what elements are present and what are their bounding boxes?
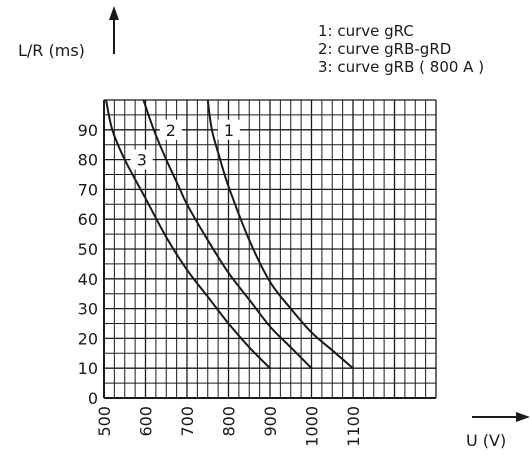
curve-label-1: 1	[224, 121, 234, 140]
curve-label-backing	[130, 149, 153, 170]
curves: 1 23	[105, 99, 354, 369]
grid	[103, 99, 437, 399]
curve-1	[206, 99, 354, 369]
curve-label-backing	[159, 119, 182, 140]
curve-label-2: 2	[166, 121, 176, 140]
y-tick-label: 70	[78, 180, 98, 199]
y-tick-label: 60	[78, 210, 98, 229]
legend-item-1: 1: curve gRC	[318, 22, 414, 40]
curve-2	[142, 99, 313, 369]
y-tick-label: 40	[78, 270, 98, 289]
x-tick-label: 500	[95, 406, 114, 437]
x-tick-label: 700	[178, 406, 197, 437]
curve-label-backing	[217, 119, 240, 140]
x-tick-label: 1000	[303, 406, 322, 447]
x-tick-label: 1100	[344, 406, 363, 447]
legend-item-3: 3: curve gRB ( 800 A )	[318, 58, 484, 76]
y-tick-label: 30	[78, 300, 98, 319]
curve-3	[105, 99, 271, 369]
y-tick-label: 0	[88, 389, 98, 408]
x-axis-arrow-icon	[516, 412, 530, 422]
x-tick-label: 900	[261, 406, 280, 437]
x-axis-label: U (V)	[466, 431, 506, 450]
y-tick-label: 80	[78, 151, 98, 170]
y-tick-label: 20	[78, 329, 98, 348]
x-tick-label: 800	[220, 406, 239, 437]
curve-label-3: 3	[137, 151, 147, 170]
y-tick-label: 90	[78, 121, 98, 140]
x-tick-label: 600	[137, 406, 156, 437]
y-tick-label: 50	[78, 240, 98, 259]
y-axis-arrow-icon	[109, 6, 119, 20]
y-axis-label: L/R (ms)	[18, 41, 85, 60]
y-tick-label: 10	[78, 359, 98, 378]
legend-item-2: 2: curve gRB-gRD	[318, 40, 451, 58]
